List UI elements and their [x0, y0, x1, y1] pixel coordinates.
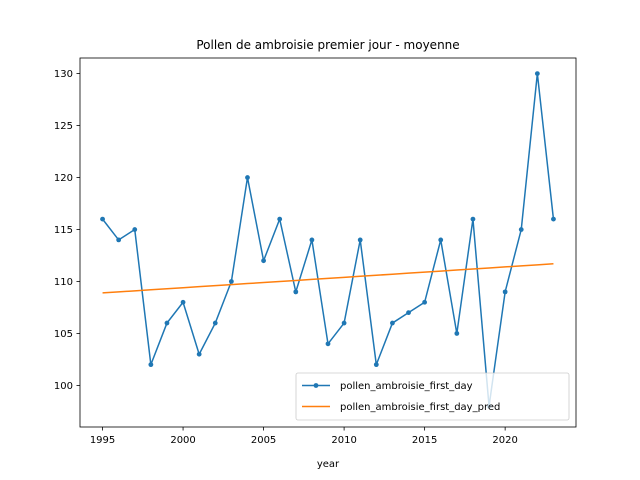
data-point: [341, 320, 347, 326]
y-tick-label: 110: [54, 277, 73, 288]
data-point: [518, 227, 524, 232]
legend-entry-label: pollen_ambroisie_first_day_pred: [340, 402, 500, 413]
x-tick-label: 1995: [90, 435, 115, 446]
data-point: [180, 299, 186, 305]
x-tick-label: 2000: [170, 435, 195, 446]
series-line-1: [102, 263, 554, 294]
data-point: [438, 237, 444, 243]
data-point: [212, 320, 218, 326]
data-point: [454, 331, 460, 336]
legend-swatch-marker: [313, 383, 319, 388]
x-tick-label: 2010: [331, 435, 356, 446]
data-point: [116, 237, 122, 243]
data-point: [196, 351, 202, 357]
x-axis-label: year: [317, 459, 340, 470]
data-point: [261, 258, 266, 264]
data-point: [164, 320, 170, 326]
y-tick-label: 105: [54, 329, 73, 340]
data-point: [373, 362, 379, 368]
data-point: [228, 279, 234, 284]
y-tick-label: 115: [54, 225, 73, 236]
plot-area: [100, 71, 556, 409]
x-tick-label: 2015: [412, 435, 437, 446]
data-point: [551, 216, 556, 222]
legend-entry-label: pollen_ambroisie_first_day: [340, 381, 473, 392]
data-point: [390, 320, 395, 326]
data-point: [534, 71, 540, 76]
x-tick-label: 2020: [492, 435, 517, 446]
y-tick-label: 125: [54, 121, 73, 132]
x-tick-label: 2005: [251, 435, 276, 446]
data-point: [293, 289, 299, 295]
data-point: [406, 310, 411, 316]
y-tick-label: 130: [54, 69, 73, 80]
legend-box: [295, 372, 570, 421]
legend: pollen_ambroisie_first_day pollen_ambrois…: [295, 372, 570, 421]
data-point: [277, 216, 283, 222]
data-point: [132, 227, 138, 232]
data-point: [470, 216, 476, 222]
x-axis-ticks: 1995 2000 2005 2010 2015 2020: [90, 427, 518, 446]
data-point: [309, 237, 315, 243]
data-point: [245, 175, 250, 180]
data-point: [422, 299, 428, 305]
data-point: [502, 289, 508, 295]
y-tick-label: 100: [54, 381, 73, 392]
data-point: [100, 216, 105, 222]
data-point: [325, 341, 331, 347]
data-point: [148, 362, 154, 368]
chart-title: Pollen de ambroisie premier jour - moyen…: [196, 38, 459, 52]
y-axis-ticks: 100 105 110 115 120 125 130: [54, 69, 80, 392]
data-point: [357, 237, 363, 243]
y-tick-label: 120: [54, 173, 73, 184]
axes-frame: [79, 57, 577, 428]
